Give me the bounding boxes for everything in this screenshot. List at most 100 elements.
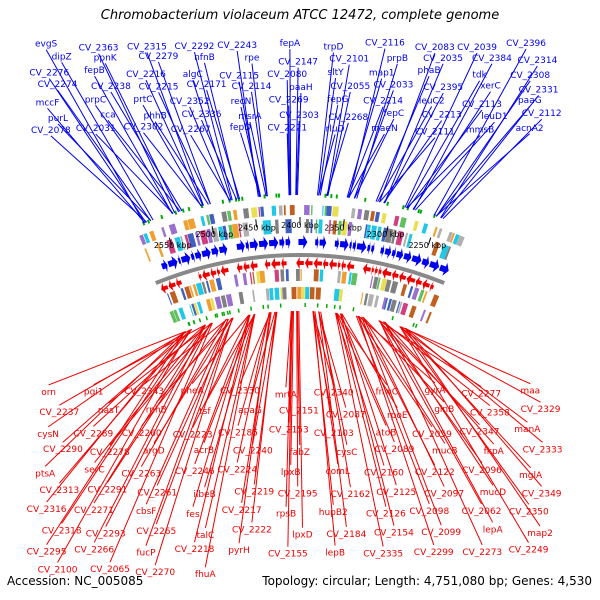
cog-feature-block [402,232,409,247]
reverse-gene-label: CV_2219 [234,487,274,497]
forward-gene-label: rluD [326,124,345,134]
cog-feature-block [318,219,323,234]
gene-leader-line [154,121,209,205]
cog-feature-block [252,271,256,284]
gene-leader-line [189,106,230,201]
cog-feature-block [337,220,342,236]
gene-leader-line [340,313,397,486]
cog-feature-block [238,223,242,238]
scale-tick-mark [427,237,432,246]
forward-gene-label: ppnK [94,53,118,63]
cog-feature-block [259,270,266,284]
reverse-gene-label: CV_2098 [409,507,449,517]
reverse-gene-label: fes [186,510,200,520]
gene-leader-line [383,63,444,204]
reverse-gene-label: CV_2185 [218,429,258,439]
cog-feature-block [383,297,389,310]
forward-gene-label: CV_2292 [175,42,215,52]
gene-leader-line [192,314,250,507]
cog-feature-block [389,299,397,313]
reverse-gene-label: apaG [238,406,262,416]
reverse-gene-arrow [406,273,416,286]
gene-leader-line [192,314,250,428]
cog-feature-block [338,289,344,302]
gene-leader-line [318,78,337,196]
cog-feature-block [274,219,279,234]
cog-feature-block [425,311,432,324]
tRNA-mark [333,304,336,309]
cog-feature-block [180,288,187,301]
cog-feature-block [206,214,211,226]
scale-tick-mark [342,219,345,228]
gene-leader-line [194,314,251,543]
cog-feature-block [430,294,440,308]
cog-feature-block [439,244,450,260]
reverse-gene-label: fnwC [376,388,399,398]
tRNA-mark [279,303,282,308]
cog-feature-block [322,205,324,216]
gene-leader-line [298,310,303,528]
forward-gene-label: CV_2111 [415,128,455,138]
cog-feature-block [395,230,405,246]
tRNA-mark [181,208,185,213]
gene-leader-line [361,316,442,526]
scale-tick-mark [385,226,389,235]
gene-leader-line [206,89,241,200]
forward-gene-arrow [167,256,178,270]
cog-feature-block [302,287,305,300]
forward-gene-label: CV_2039 [457,43,497,53]
forward-gene-arrow [403,250,412,264]
tRNA-mark [146,219,151,224]
cog-feature-block [184,286,193,299]
reverse-gene-label: talC [196,531,214,541]
gene-leader-line [203,314,255,444]
forward-gene-arrow [285,235,291,250]
cog-feature-block [393,215,400,227]
genome-title: Chromobacterium violaceum ATCC 12472, co… [100,8,500,23]
gene-leader-line [362,316,445,403]
forward-gene-label: mmsB [466,126,494,136]
reverse-gene-label: CV_2273 [462,548,502,558]
reverse-gene-arrow [198,270,202,283]
cog-feature-block [238,291,245,305]
gene-leader-line [347,106,384,198]
cog-feature-block [250,207,258,218]
gene-leader-line [238,312,271,544]
cog-feature-block [242,222,250,237]
forward-gene-label: nfnB [194,53,215,63]
scale-tick-label: 2300 kbp [367,230,405,239]
forward-gene-label: sltY [327,68,344,78]
forward-gene-label: cca [100,110,115,120]
forward-gene-label: tdk [472,71,487,81]
cog-feature-block [166,293,173,305]
gene-leader-line [237,312,271,426]
forward-gene-label: CV_2215 [139,82,179,92]
cog-feature-block [269,288,274,301]
cog-feature-block [360,292,364,305]
tRNA-mark [417,208,421,214]
reverse-gene-label: CV_2154 [374,529,414,539]
tRNA-mark [304,303,306,308]
gene-leader-line [61,329,192,524]
reverse-gene-label: CV_2062 [462,507,502,517]
forward-gene-label: CV_2396 [506,39,546,49]
reverse-gene-label: CV_2100 [38,565,78,575]
cog-feature-block [452,234,460,245]
forward-gene-label: CV_2243 [217,41,257,51]
forward-gene-arrow [356,239,367,254]
gene-leader-line [145,318,229,546]
gene-leader-line [46,331,186,503]
reverse-gene-label: mucD [480,488,506,498]
cog-feature-block [363,209,370,221]
cog-feature-block [390,229,397,244]
cog-feature-block [310,219,313,234]
gene-leader-line [313,311,336,546]
reverse-gene-label: CV_2065 [90,565,130,575]
cog-feature-block [363,293,369,306]
cog-feature-block [191,303,197,316]
cog-feature-block [367,293,375,307]
forward-gene-label: CV_2031 [76,124,116,134]
gene-leader-line [241,312,272,503]
forward-gene-label: CV_2115 [219,72,259,82]
cog-feature-block [169,290,179,304]
